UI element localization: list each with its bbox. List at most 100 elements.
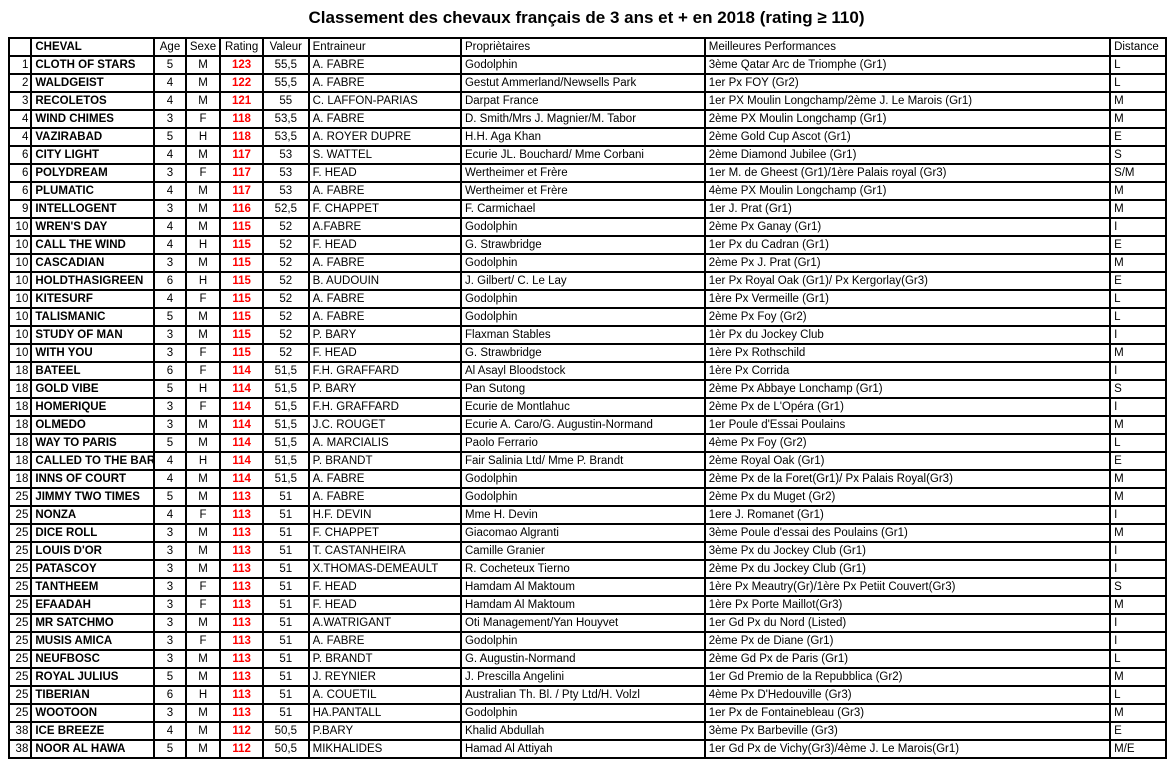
rating-cell: 113	[220, 668, 263, 686]
entraineur-cell: J. REYNIER	[308, 668, 461, 686]
valeur-cell: 53,5	[262, 128, 309, 146]
valeur-cell: 53	[262, 146, 309, 164]
sexe-cell: H	[185, 128, 221, 146]
age-cell: 4	[154, 452, 186, 470]
rank-cell: 25	[9, 506, 32, 524]
horse-name-cell: WIND CHIMES	[31, 110, 155, 128]
valeur-cell: 55,5	[262, 56, 309, 74]
horse-name-cell: JIMMY TWO TIMES	[31, 488, 155, 506]
valeur-cell: 51	[262, 614, 309, 632]
entraineur-cell: A. MARCIALIS	[308, 434, 461, 452]
rank-cell: 18	[9, 470, 32, 488]
valeur-cell: 52	[262, 308, 309, 326]
rank-cell: 10	[9, 272, 32, 290]
horse-name-cell: CASCADIAN	[31, 254, 155, 272]
age-cell: 3	[154, 164, 186, 182]
rating-cell: 116	[220, 200, 263, 218]
rating-cell: 123	[220, 56, 263, 74]
horse-name-cell: PATASCOY	[31, 560, 155, 578]
age-cell: 3	[154, 560, 186, 578]
table-row: 10 CALL THE WIND 4 H 115 52 F. HEAD G. Strawbri…	[9, 236, 1166, 254]
distance-cell: M	[1110, 200, 1166, 218]
table-body: 1 CLOTH OF STARS 5 M 123 55,5 A. FABRE Godolphi…	[9, 56, 1166, 758]
sexe-cell: M	[185, 326, 221, 344]
entraineur-cell: P. BARY	[308, 326, 461, 344]
entraineur-cell: A. FABRE	[308, 56, 461, 74]
rating-cell: 113	[220, 560, 263, 578]
distance-cell: I	[1110, 632, 1166, 650]
rating-cell: 115	[220, 236, 263, 254]
proprietaire-cell: Wertheimer et Frère	[460, 164, 705, 182]
horse-name-cell: WITH YOU	[31, 344, 155, 362]
rating-cell: 114	[220, 452, 263, 470]
rating-cell: 114	[220, 398, 263, 416]
horse-ranking-table: CHEVAL Age Sexe Rating Valeur Entraineur Propr…	[8, 37, 1167, 759]
valeur-cell: 51	[262, 632, 309, 650]
horse-name-cell: HOMERIQUE	[31, 398, 155, 416]
horse-name-cell: GOLD VIBE	[31, 380, 155, 398]
rating-cell: 112	[220, 740, 263, 758]
distance-cell: M/E	[1110, 740, 1166, 758]
table-row: 25 WOOTOON 3 M 113 51 HA.PANTALL Godolphin 1er P…	[9, 704, 1166, 722]
entraineur-cell: P. BRANDT	[308, 650, 461, 668]
horse-name-cell: LOUIS D'OR	[31, 542, 155, 560]
rating-cell: 114	[220, 362, 263, 380]
entraineur-cell: A. FABRE	[308, 110, 461, 128]
distance-cell: M	[1110, 488, 1166, 506]
valeur-cell: 52	[262, 218, 309, 236]
proprietaire-cell: Oti Management/Yan Houyvet	[460, 614, 705, 632]
table-row: 6 CITY LIGHT 4 M 117 53 S. WATTEL Ecurie JL. Bo…	[9, 146, 1166, 164]
valeur-cell: 51	[262, 542, 309, 560]
age-cell: 3	[154, 326, 186, 344]
performance-cell: 2ème Diamond Jubilee (Gr1)	[704, 146, 1111, 164]
rating-cell: 117	[220, 146, 263, 164]
proprietaire-cell: Godolphin	[460, 254, 705, 272]
distance-cell: I	[1110, 398, 1166, 416]
sexe-cell: M	[185, 650, 221, 668]
proprietaire-cell: Gestut Ammerland/Newsells Park	[460, 74, 705, 92]
performance-cell: 2ème Gold Cup Ascot (Gr1)	[704, 128, 1111, 146]
rating-cell: 112	[220, 722, 263, 740]
age-cell: 3	[154, 542, 186, 560]
sexe-cell: M	[185, 740, 221, 758]
proprietaire-cell: Al Asayl Bloodstock	[460, 362, 705, 380]
rating-cell: 114	[220, 416, 263, 434]
sexe-cell: M	[185, 254, 221, 272]
age-cell: 4	[154, 182, 186, 200]
horse-name-cell: INNS OF COURT	[31, 470, 155, 488]
entraineur-cell: C. LAFFON-PARIAS	[308, 92, 461, 110]
age-cell: 3	[154, 704, 186, 722]
col-header-horse-name: CHEVAL	[31, 38, 155, 56]
horse-name-cell: OLMEDO	[31, 416, 155, 434]
performance-cell: 1ere J. Romanet (Gr1)	[704, 506, 1111, 524]
entraineur-cell: F. HEAD	[308, 578, 461, 596]
horse-name-cell: NONZA	[31, 506, 155, 524]
performance-cell: 2ème Px Ganay (Gr1)	[704, 218, 1111, 236]
distance-cell: I	[1110, 362, 1166, 380]
table-row: 25 EFAADAH 3 F 113 51 F. HEAD Hamdam Al Maktoum…	[9, 596, 1166, 614]
table-row: 3 RECOLETOS 4 M 121 55 C. LAFFON-PARIAS Darpat …	[9, 92, 1166, 110]
entraineur-cell: A. FABRE	[308, 74, 461, 92]
proprietaire-cell: Pan Sutong	[460, 380, 705, 398]
distance-cell: E	[1110, 722, 1166, 740]
rating-cell: 113	[220, 542, 263, 560]
proprietaire-cell: Godolphin	[460, 704, 705, 722]
performance-cell: 1èr Px du Jockey Club	[704, 326, 1111, 344]
entraineur-cell: P. BRANDT	[308, 452, 461, 470]
horse-name-cell: WOOTOON	[31, 704, 155, 722]
rating-cell: 115	[220, 326, 263, 344]
col-header-proprietaire: Propriètaires	[460, 38, 705, 56]
col-header-sexe: Sexe	[185, 38, 221, 56]
performance-cell: 1er Gd Px du Nord (Listed)	[704, 614, 1111, 632]
sexe-cell: F	[185, 596, 221, 614]
table-row: 18 CALLED TO THE BAR 4 H 114 51,5 P. BRANDT Fai…	[9, 452, 1166, 470]
entraineur-cell: A. FABRE	[308, 254, 461, 272]
col-header-age: Age	[154, 38, 186, 56]
distance-cell: I	[1110, 560, 1166, 578]
performance-cell: 4ème PX Moulin Longchamp (Gr1)	[704, 182, 1111, 200]
horse-name-cell: POLYDREAM	[31, 164, 155, 182]
horse-name-cell: TIBERIAN	[31, 686, 155, 704]
distance-cell: L	[1110, 74, 1166, 92]
table-row: 1 CLOTH OF STARS 5 M 123 55,5 A. FABRE Godolphi…	[9, 56, 1166, 74]
age-cell: 5	[154, 380, 186, 398]
